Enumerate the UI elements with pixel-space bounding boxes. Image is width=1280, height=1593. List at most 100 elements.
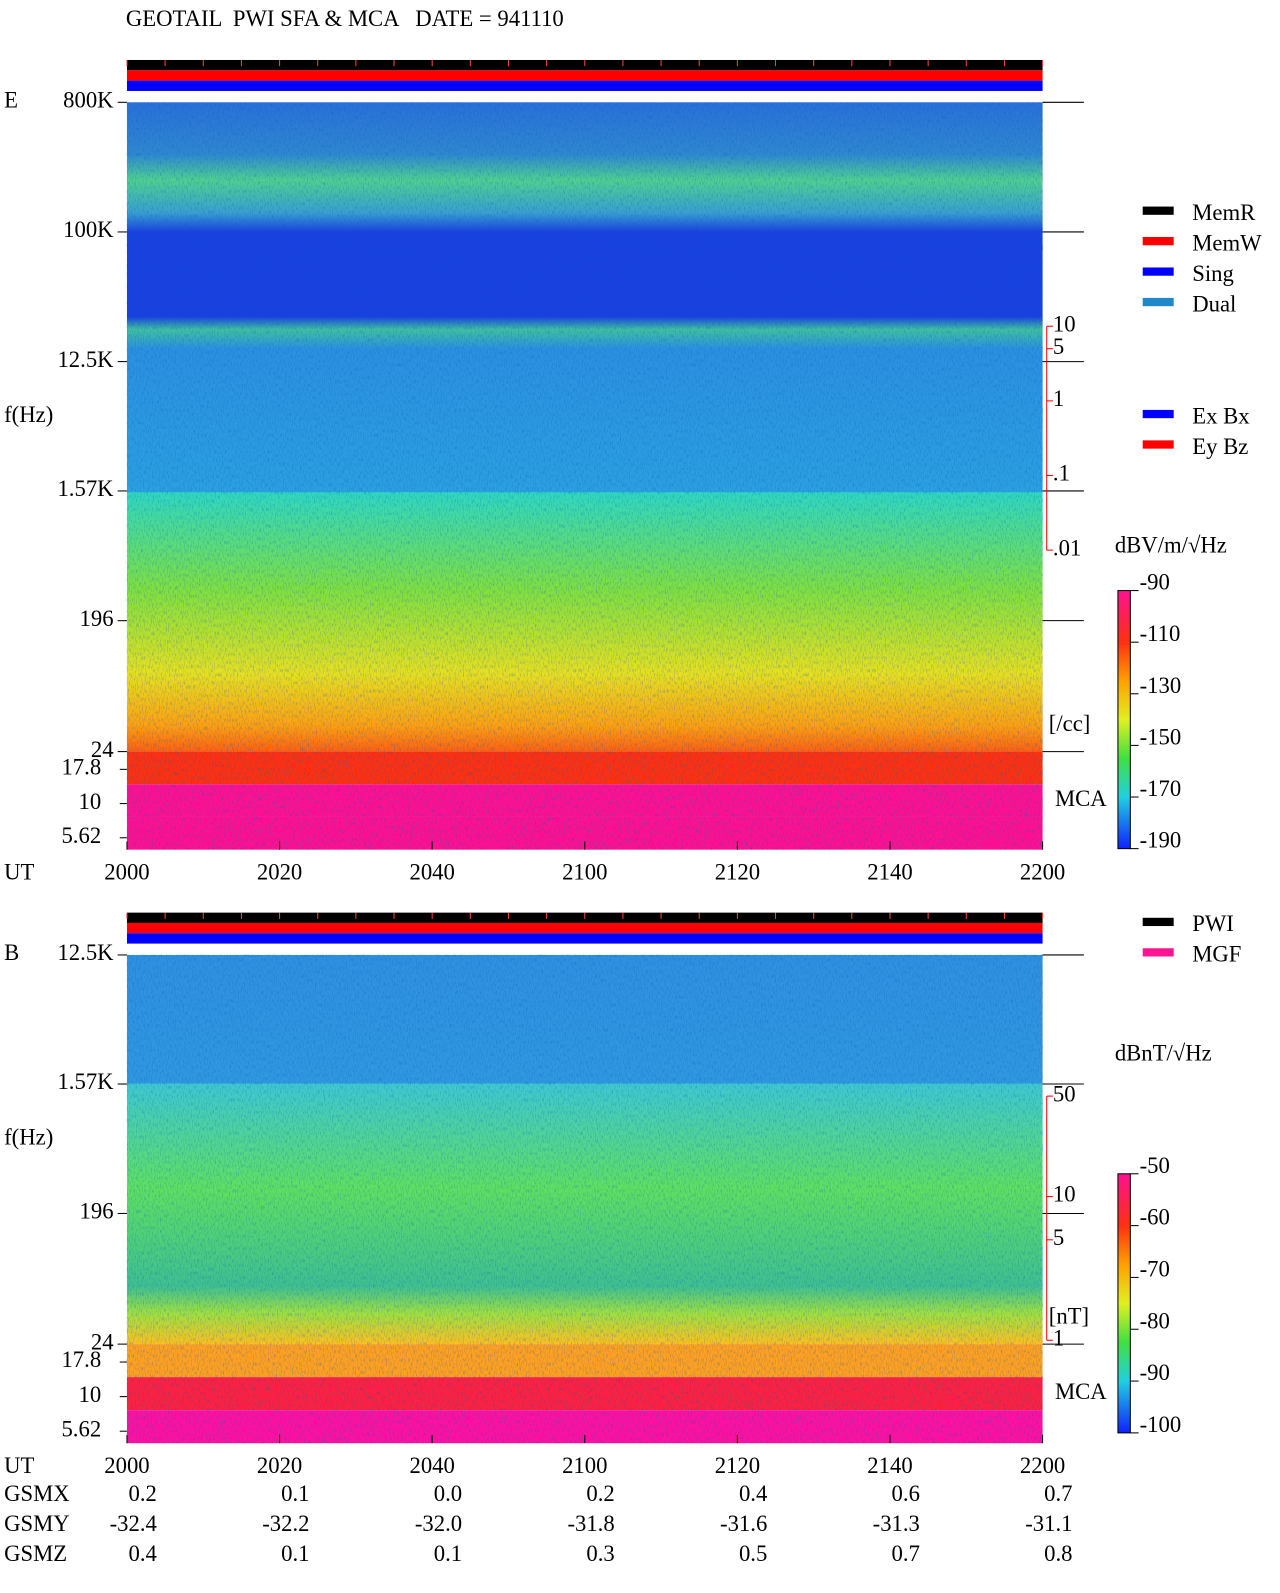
colorbar bbox=[1117, 1173, 1131, 1434]
y-tick-label: 1.57K bbox=[57, 476, 114, 501]
legend-label: Ey Bz bbox=[1192, 434, 1248, 459]
y2-tick-label: 1 bbox=[1053, 386, 1064, 411]
colorbar-tick-label: -80 bbox=[1140, 1308, 1170, 1333]
legend-label: MemR bbox=[1192, 200, 1256, 225]
x-tick-label: 2100 bbox=[562, 860, 607, 885]
ephemeris-label: GSMZ bbox=[4, 1541, 67, 1566]
colorbar-tick-label: -150 bbox=[1140, 724, 1182, 749]
colorbar-label: dBnT/√Hz bbox=[1115, 1040, 1212, 1065]
y2-tick-label: .1 bbox=[1053, 461, 1070, 486]
x-tick-label: 2120 bbox=[715, 1453, 760, 1478]
colorbar-tick-label: -130 bbox=[1140, 673, 1182, 698]
y-tick-label: 196 bbox=[80, 606, 114, 631]
colorbar-tick-label: -70 bbox=[1140, 1256, 1170, 1281]
title: GEOTAIL PWI SFA & MCA DATE = 941110 bbox=[126, 6, 564, 31]
y2-tick-label: 5 bbox=[1053, 1225, 1064, 1250]
ephemeris-label: GSMX bbox=[4, 1481, 70, 1506]
x-tick-label: 2040 bbox=[409, 860, 454, 885]
colorbar-tick-label: -50 bbox=[1140, 1153, 1170, 1178]
ephemeris-value: -31.3 bbox=[873, 1511, 920, 1536]
ephemeris-value: 0.7 bbox=[1044, 1481, 1072, 1506]
y-tick-label: 12.5K bbox=[57, 940, 114, 965]
legend-swatch bbox=[1142, 948, 1174, 957]
status-bar bbox=[126, 933, 1043, 944]
y2-axis-label: [/cc] bbox=[1049, 711, 1091, 736]
legend-label: Ex Bx bbox=[1192, 403, 1250, 428]
mca-tick-label: 10 bbox=[78, 1382, 101, 1407]
x-tick-label: 2040 bbox=[409, 1453, 454, 1478]
y-axis-label: f(Hz) bbox=[4, 1124, 53, 1149]
x-tick-label: 2140 bbox=[867, 860, 912, 885]
ephemeris-value: 0.1 bbox=[281, 1481, 309, 1506]
x-tick-label: 2120 bbox=[715, 860, 760, 885]
noise bbox=[126, 954, 1043, 1444]
noise bbox=[126, 102, 1043, 850]
legend-label: MGF bbox=[1192, 942, 1241, 967]
y2-tick-label: 50 bbox=[1053, 1081, 1076, 1106]
y-tick-label: 1.57K bbox=[57, 1069, 114, 1094]
x-tick-label: 2000 bbox=[104, 860, 149, 885]
colorbar-tick-label: -90 bbox=[1140, 570, 1170, 595]
ephemeris-value: -31.8 bbox=[567, 1511, 614, 1536]
status-bar bbox=[126, 80, 1043, 91]
ephemeris-value: 0.7 bbox=[892, 1541, 920, 1566]
x-tick-label: 2200 bbox=[1020, 1453, 1065, 1478]
legend-label: PWI bbox=[1192, 911, 1234, 936]
colorbar-tick-label: -110 bbox=[1140, 621, 1181, 646]
ephemeris-value: 0.6 bbox=[892, 1481, 920, 1506]
mca-tick-label: 5.62 bbox=[61, 823, 101, 848]
mca-tick-label: 5.62 bbox=[61, 1416, 101, 1441]
y2-tick-label: 10 bbox=[1053, 1182, 1076, 1207]
mca-tick-label: 17.8 bbox=[61, 755, 101, 780]
mca-tick-label: 17.8 bbox=[61, 1347, 101, 1372]
y-tick-label: 24 bbox=[91, 1329, 114, 1354]
legend-swatch bbox=[1142, 440, 1174, 449]
x-tick-label: 2020 bbox=[257, 1453, 302, 1478]
colorbar-tick-label: -100 bbox=[1140, 1412, 1182, 1437]
mca-label: MCA bbox=[1055, 1379, 1107, 1404]
ephemeris-value: -31.6 bbox=[720, 1511, 767, 1536]
colorbar-label: dBV/m/√Hz bbox=[1115, 532, 1227, 557]
x-tick-label: 2020 bbox=[257, 860, 302, 885]
legend-swatch bbox=[1142, 917, 1174, 927]
colorbar-tick-label: -190 bbox=[1140, 828, 1182, 853]
x-axis-label: UT bbox=[4, 860, 34, 885]
legend-swatch bbox=[1142, 237, 1174, 246]
ephemeris-label: GSMY bbox=[4, 1511, 70, 1536]
status-bar bbox=[126, 922, 1043, 934]
legend-swatch bbox=[1142, 409, 1174, 419]
legend-label: MemW bbox=[1192, 230, 1262, 255]
colorbar-tick-label: -170 bbox=[1140, 776, 1182, 801]
y2-tick-label: 5 bbox=[1053, 334, 1064, 359]
y2-axis-label: [nT] bbox=[1049, 1304, 1089, 1329]
legend-swatch bbox=[1142, 297, 1174, 307]
y2-tick-label: 1 bbox=[1053, 1325, 1064, 1350]
ephemeris-value: 0.8 bbox=[1044, 1541, 1072, 1566]
x-tick-label: 2140 bbox=[867, 1453, 912, 1478]
y2-tick-label: .01 bbox=[1053, 535, 1081, 560]
mca-tick-label: 10 bbox=[78, 789, 101, 814]
ephemeris-value: 0.5 bbox=[739, 1541, 767, 1566]
y-tick-label: 12.5K bbox=[57, 347, 114, 372]
y-tick-label: 800K bbox=[63, 88, 114, 113]
ephemeris-value: 0.0 bbox=[434, 1481, 462, 1506]
colorbar-tick-label: -60 bbox=[1140, 1205, 1170, 1230]
mca-label: MCA bbox=[1055, 786, 1107, 811]
y-tick-label: 24 bbox=[91, 737, 114, 762]
ephemeris-value: -31.1 bbox=[1025, 1511, 1072, 1536]
panel-label: B bbox=[4, 940, 19, 965]
ephemeris-value: -32.4 bbox=[110, 1511, 157, 1536]
x-tick-label: 2000 bbox=[104, 1453, 149, 1478]
legend-label: Dual bbox=[1192, 291, 1236, 316]
ephemeris-value: 0.1 bbox=[434, 1541, 462, 1566]
ephemeris-value: 0.4 bbox=[129, 1541, 157, 1566]
legend-swatch bbox=[1142, 267, 1174, 276]
y-tick-label: 196 bbox=[80, 1199, 114, 1224]
colorbar bbox=[1117, 590, 1131, 850]
legend-swatch bbox=[1142, 206, 1174, 215]
ephemeris-value: 0.2 bbox=[586, 1481, 614, 1506]
ephemeris-value: 0.3 bbox=[586, 1541, 614, 1566]
ephemeris-value: 0.4 bbox=[739, 1481, 767, 1506]
y-axis-label: f(Hz) bbox=[4, 402, 53, 427]
